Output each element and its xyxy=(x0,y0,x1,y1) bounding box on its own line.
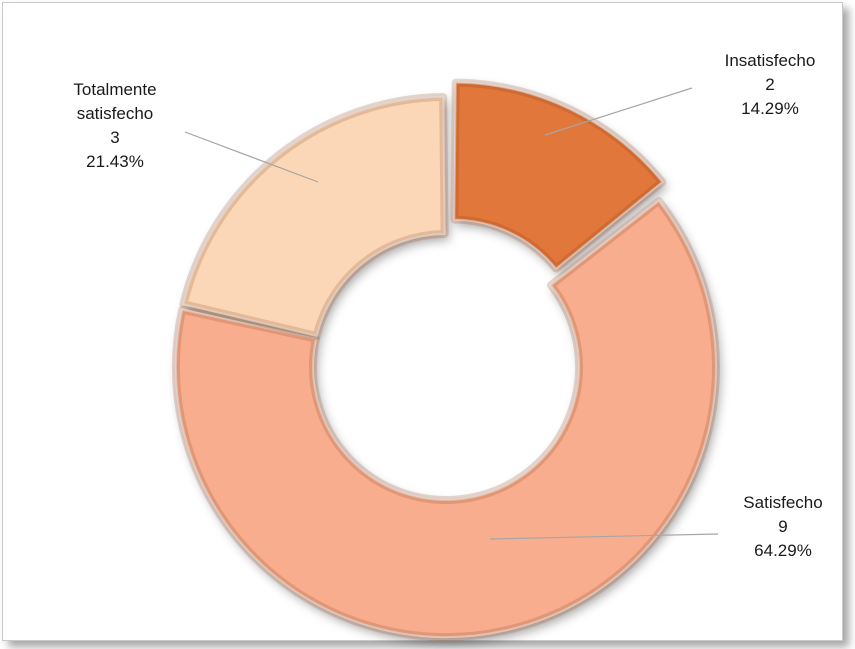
percent-label: 21.43% xyxy=(86,152,144,171)
leader-line xyxy=(544,87,693,136)
data-label: Satisfecho 9 64.29% xyxy=(743,493,822,560)
leader-line xyxy=(489,533,719,540)
data-label: Insatisfecho 2 14.29% xyxy=(725,51,816,118)
value-label: 2 xyxy=(765,75,774,94)
leader-line xyxy=(184,131,319,183)
slice-bevel xyxy=(172,196,720,641)
value-label: 3 xyxy=(110,128,119,147)
category-label: Totalmente xyxy=(73,80,156,99)
slice-group xyxy=(172,78,720,641)
percent-label: 64.29% xyxy=(754,541,812,560)
data-label: Totalmente satisfecho 3 21.43% xyxy=(73,80,156,171)
percent-label: 14.29% xyxy=(741,99,799,118)
category-label: Insatisfecho xyxy=(725,51,816,70)
slice-bevel xyxy=(179,93,449,341)
leader-lines xyxy=(184,87,719,540)
category-label: Satisfecho xyxy=(743,493,822,512)
slice-bevel xyxy=(450,78,667,273)
category-label: satisfecho xyxy=(77,104,154,123)
slice-labels: Insatisfecho 2 14.29% Satisfecho 9 64.29% Tota… xyxy=(73,51,822,560)
value-label: 9 xyxy=(778,517,787,536)
